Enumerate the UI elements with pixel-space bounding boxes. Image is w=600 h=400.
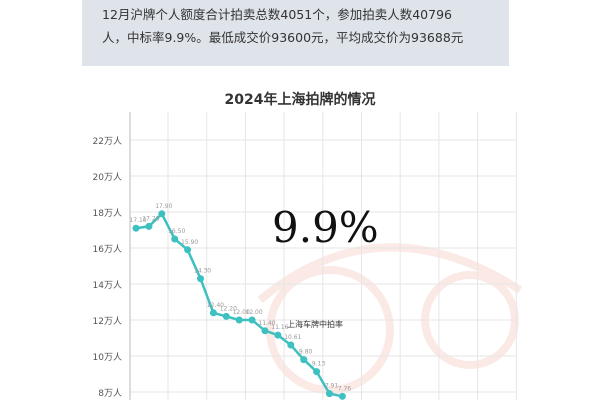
data-point (145, 222, 153, 230)
data-point (261, 327, 269, 335)
data-point (158, 210, 166, 218)
summary-line-2: 人，中标率9.9%。最低成交价93600元，平均成交价为93688元 (102, 30, 464, 45)
y-tick-label: 8万人 (98, 388, 122, 399)
data-label: 14.30 (194, 268, 211, 275)
y-tick-label: 22万人 (93, 136, 122, 147)
data-point (171, 235, 179, 243)
data-point (338, 392, 346, 400)
data-point (222, 312, 230, 320)
data-point (235, 316, 243, 324)
y-tick-label: 18万人 (93, 208, 122, 219)
data-point (197, 275, 204, 283)
y-tick-label: 14万人 (93, 280, 122, 291)
data-label: 7.76 (338, 385, 352, 392)
data-point (313, 368, 321, 376)
data-point (132, 224, 140, 232)
data-label: 17.90 (155, 203, 172, 210)
y-tick-label: 10万人 (93, 352, 122, 363)
summary-box: 12月沪牌个人额度合计拍卖总数4051个，参加拍卖人数40796 人，中标率9.… (82, 0, 509, 66)
data-label: 9.80 (299, 349, 313, 356)
data-label: 12.00 (246, 309, 263, 316)
y-tick-label: 12万人 (93, 316, 122, 327)
y-tick-label: 20万人 (93, 172, 122, 183)
data-label: 12.00 (233, 309, 250, 316)
data-label: 11.40 (258, 320, 275, 327)
data-point (326, 390, 333, 398)
data-point (184, 246, 192, 254)
data-label: 12.40 (207, 302, 224, 309)
data-label: 12.20 (220, 305, 237, 312)
y-tick-label: 16万人 (93, 244, 122, 255)
data-point (287, 341, 295, 349)
data-point (274, 331, 282, 339)
data-point (300, 356, 308, 364)
data-label: 9.13 (312, 361, 326, 368)
data-label: 17.20 (142, 215, 159, 222)
data-point (248, 316, 256, 324)
data-label: 10.61 (284, 334, 301, 341)
chart-title: 2024年上海拍牌的情况 (224, 92, 376, 108)
data-label: 11.16 (271, 324, 288, 331)
highlight-rate: 9.9% (272, 203, 379, 252)
summary-line-1: 12月沪牌个人额度合计拍卖总数4051个，参加拍卖人数40796 (102, 7, 452, 22)
data-label: 17.10 (129, 217, 146, 224)
data-label: 15.90 (181, 239, 198, 246)
data-point (209, 309, 217, 317)
data-label: 16.50 (168, 228, 185, 235)
series-label: 上海车牌中拍率 (287, 320, 343, 329)
data-label: 7.91 (325, 383, 339, 390)
